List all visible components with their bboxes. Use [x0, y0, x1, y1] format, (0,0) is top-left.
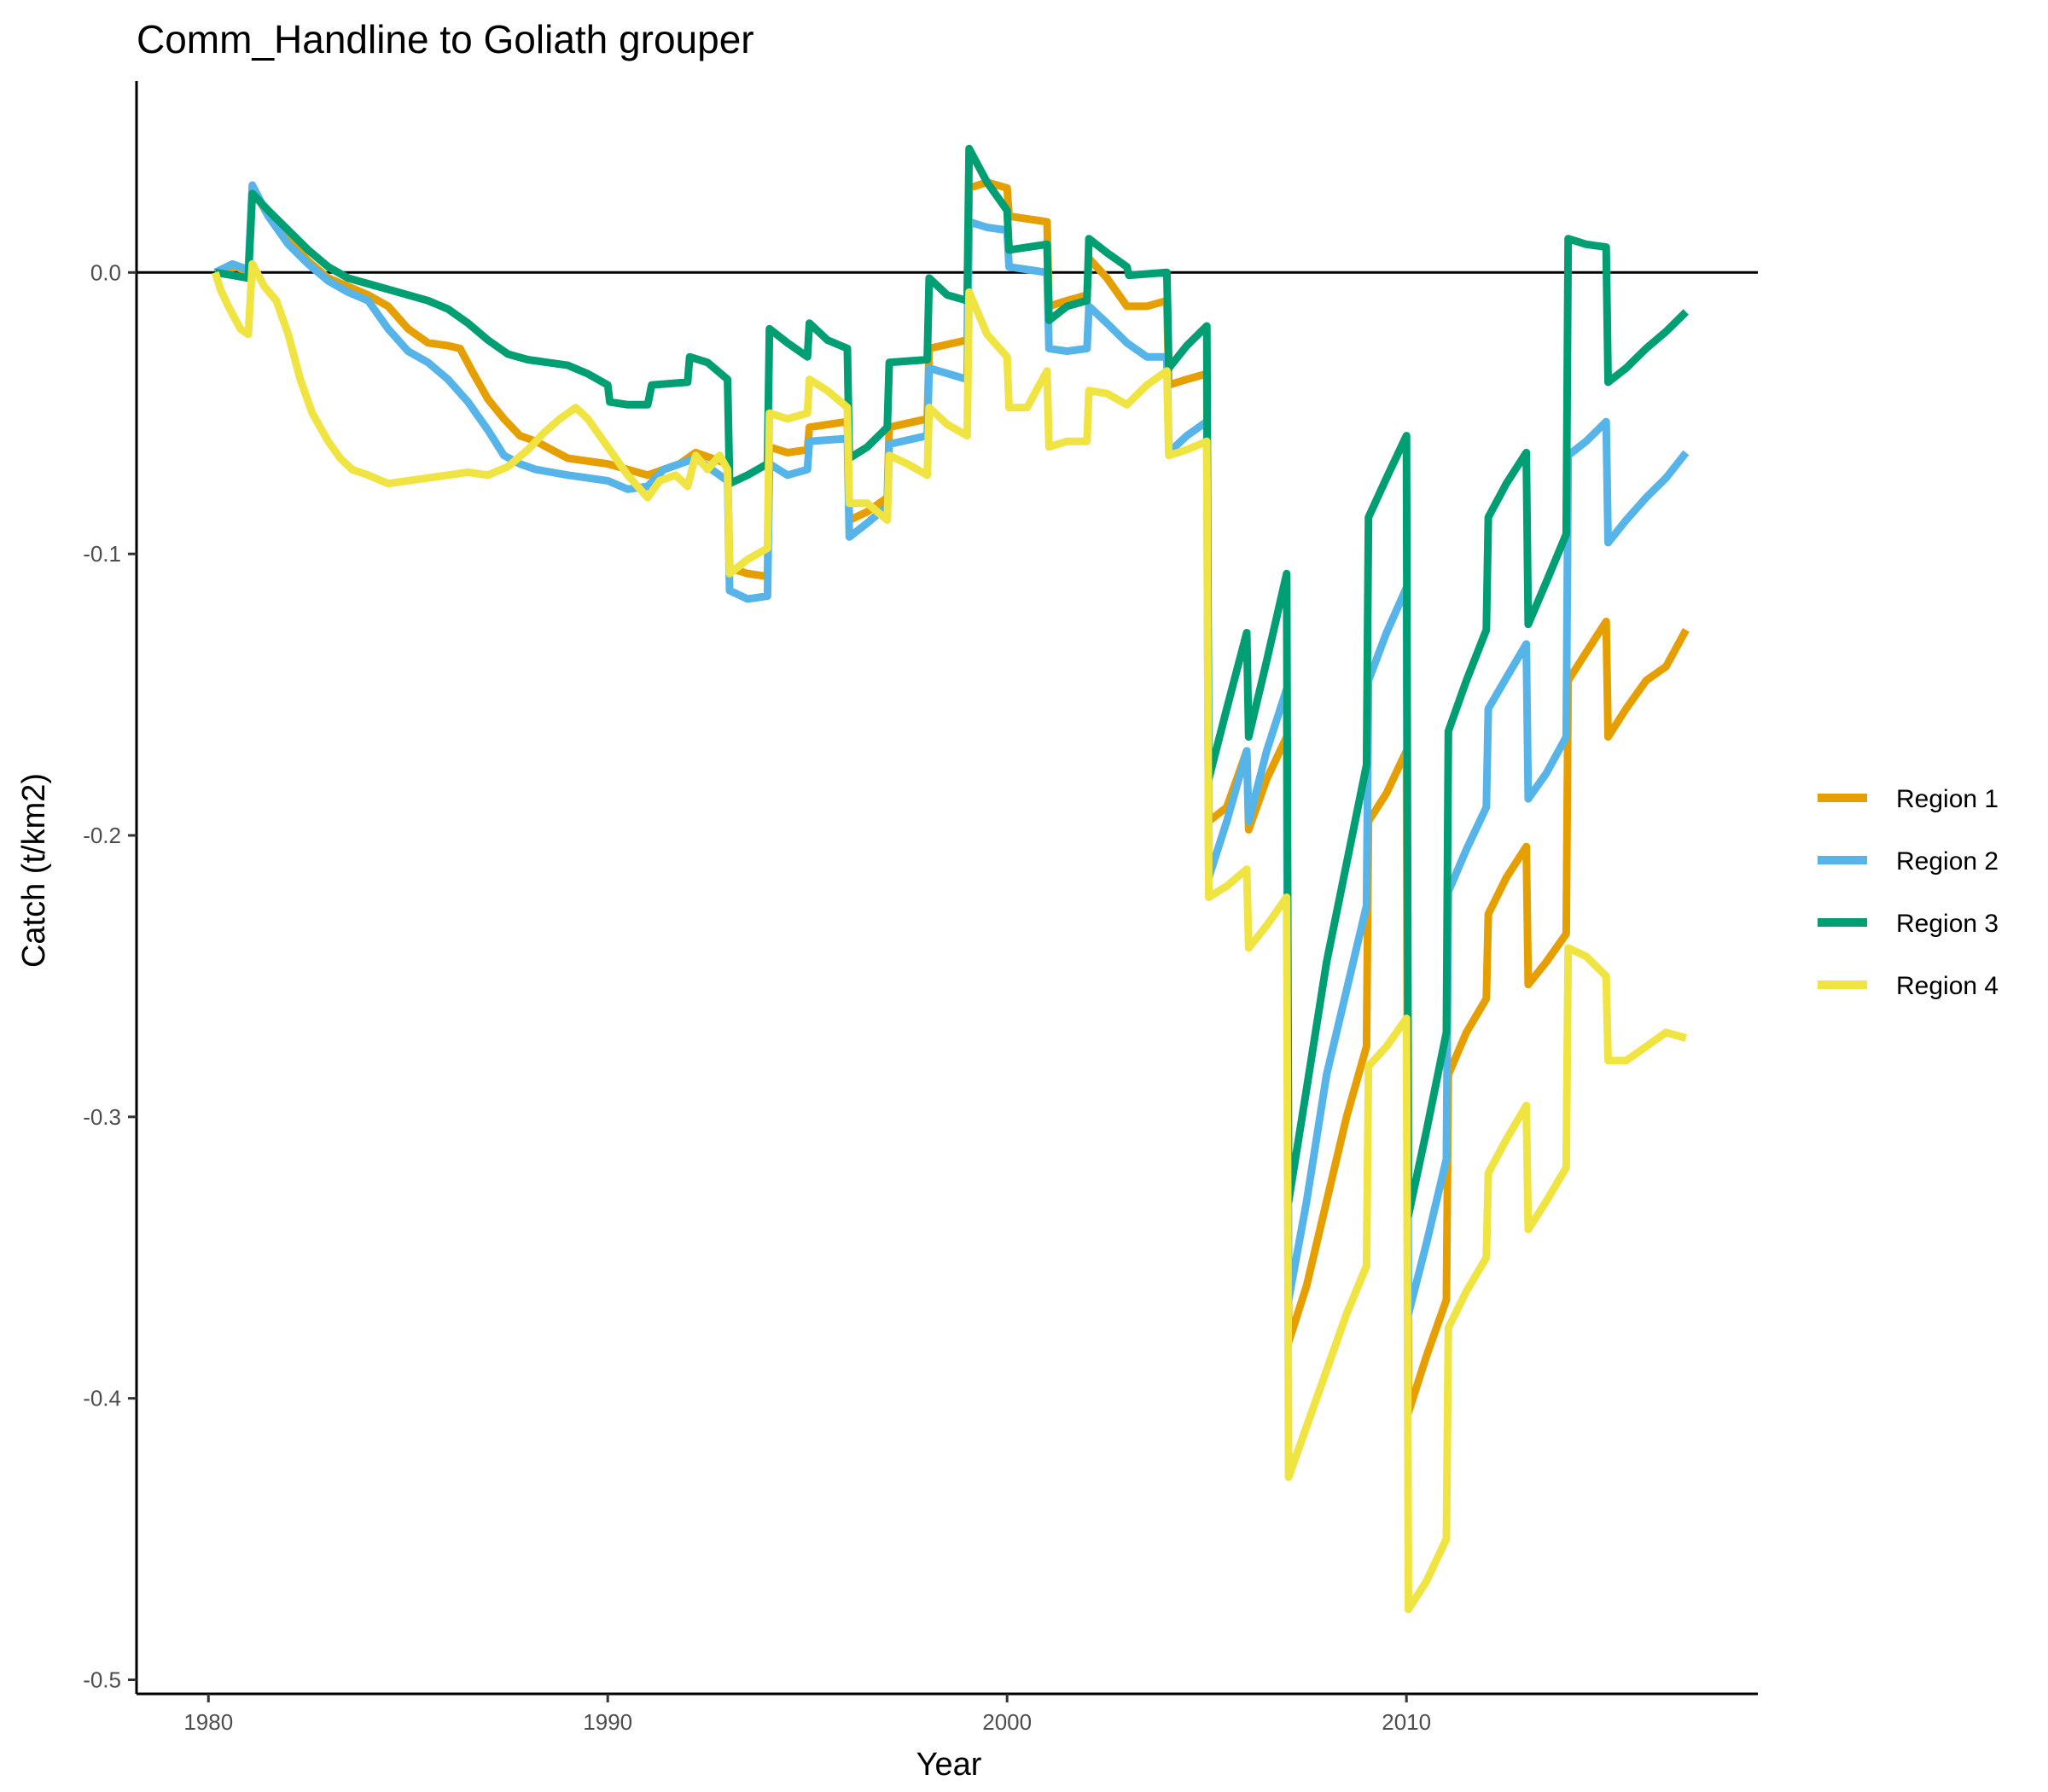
- legend-label-region-3: Region 3: [1896, 910, 1999, 938]
- x-tick-label: 2000: [982, 1709, 1032, 1735]
- y-tick-label: -0.1: [83, 541, 121, 567]
- series-line-region-4: [211, 259, 1688, 1614]
- legend-label-region-2: Region 2: [1896, 847, 1999, 876]
- x-tick-label: 1980: [183, 1709, 233, 1735]
- x-tick-label: 2010: [1382, 1709, 1431, 1735]
- x-tick-label: 1990: [583, 1709, 632, 1735]
- y-tick-label: -0.2: [83, 823, 121, 848]
- legend-label-region-4: Region 4: [1896, 972, 1999, 1000]
- x-axis-ticks: 1980 1990 2000 2010: [183, 1694, 1431, 1735]
- chart-title: Comm_Handline to Goliath grouper: [137, 17, 754, 61]
- series-line-region-2: [213, 181, 1690, 1318]
- y-tick-label: -0.4: [83, 1386, 121, 1411]
- y-tick-label: -0.3: [83, 1104, 121, 1130]
- y-axis-ticks: 0.0 -0.1 -0.2 -0.3 -0.4 -0.5: [83, 259, 137, 1693]
- series-layer: [211, 144, 1690, 1614]
- legend-label-region-1: Region 1: [1896, 785, 1999, 813]
- series-line-region-1: [214, 178, 1690, 1417]
- legend: Region 1 Region 2 Region 3 Region 4: [1818, 785, 1999, 1000]
- x-axis-title: Year: [916, 1747, 982, 1783]
- y-tick-label: -0.5: [83, 1667, 121, 1693]
- series-line-region-3: [214, 144, 1689, 1219]
- y-tick-label: 0.0: [90, 259, 121, 285]
- y-axis-title: Catch (t/km2): [16, 773, 52, 968]
- axes: 1980 1990 2000 2010 0.0 -0.1 -0.2 -0.3 -0.4 -0.5: [83, 81, 1758, 1735]
- plot-area: [137, 144, 1758, 1614]
